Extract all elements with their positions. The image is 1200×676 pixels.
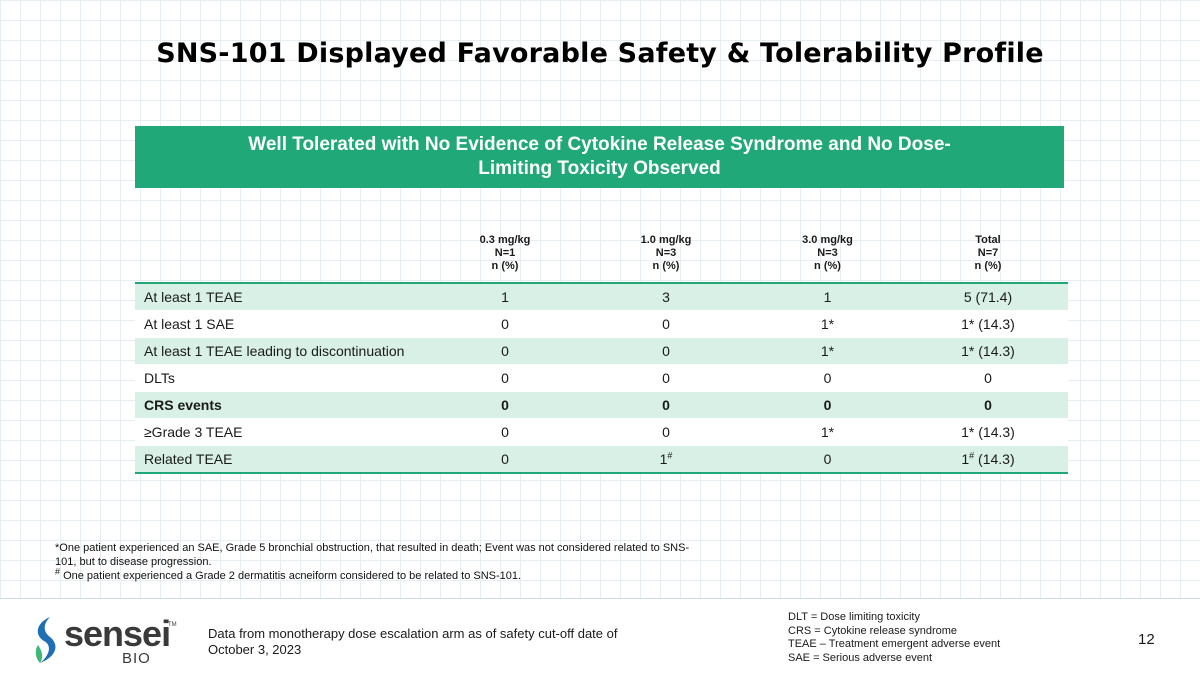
logo-wordmark: sensei xyxy=(64,613,171,654)
swoosh-logo-icon xyxy=(35,617,56,663)
table-cell: 1* xyxy=(747,418,908,446)
table-cell: 0 xyxy=(747,445,908,474)
table-cell: 1* (14.3) xyxy=(908,418,1068,446)
row-label: CRS events xyxy=(135,391,425,419)
header-unit: n (%) xyxy=(974,260,1002,272)
row-label: ≥Grade 3 TEAE xyxy=(135,418,425,446)
header-dose: 1.0 mg/kg xyxy=(640,234,692,246)
summary-banner: Well Tolerated with No Evidence of Cytok… xyxy=(135,126,1064,188)
abbreviations: DLT = Dose limiting toxicity CRS = Cytok… xyxy=(788,611,1000,665)
safety-table: 0.3 mg/kg N=1 n (%) 1.0 mg/kg N=3 n (%) … xyxy=(135,230,1068,474)
header-n: N=1 xyxy=(494,247,516,259)
table-cell: 1# xyxy=(585,445,747,474)
row-label: At least 1 SAE xyxy=(135,310,425,338)
table-row: Related TEAE 0 1# 0 1# (14.3) xyxy=(135,445,1068,474)
table-row: At least 1 TEAE leading to discontinuati… xyxy=(135,337,1068,365)
header-blank xyxy=(135,230,425,283)
table-row: At least 1 TEAE 1 3 1 5 (71.4) xyxy=(135,283,1068,311)
header-dose: Total xyxy=(975,234,1001,246)
header-col-3: 3.0 mg/kg N=3 n (%) xyxy=(747,230,908,283)
header-col-2: 1.0 mg/kg N=3 n (%) xyxy=(585,230,747,283)
table-cell: 5 (71.4) xyxy=(908,283,1068,311)
header-unit: n (%) xyxy=(652,260,680,272)
table-cell: 0 xyxy=(425,310,585,338)
data-source-note: Data from monotherapy dose escalation ar… xyxy=(208,626,618,657)
header-col-1: 0.3 mg/kg N=1 n (%) xyxy=(425,230,585,283)
logo-bio: BIO xyxy=(122,650,151,667)
table-cell: 0 xyxy=(585,310,747,338)
header-dose: 0.3 mg/kg xyxy=(479,234,531,246)
table-row: DLTs 0 0 0 0 xyxy=(135,364,1068,392)
table-cell: 1 xyxy=(425,283,585,311)
header-n: N=7 xyxy=(977,247,999,259)
header-unit: n (%) xyxy=(491,260,519,272)
table-cell: 0 xyxy=(585,364,747,392)
table-cell: 1* (14.3) xyxy=(908,310,1068,338)
footnote-mark: # xyxy=(55,566,61,577)
footnote-mark: # xyxy=(667,450,673,461)
table-row: ≥Grade 3 TEAE 0 0 1* 1* (14.3) xyxy=(135,418,1068,446)
sensei-bio-logo: sensei TM BIO xyxy=(30,613,180,669)
table-cell: 1# (14.3) xyxy=(908,445,1068,474)
footnotes: *One patient experienced an SAE, Grade 5… xyxy=(55,541,695,583)
table-row-highlight: CRS events 0 0 0 0 xyxy=(135,391,1068,419)
header-n: N=3 xyxy=(817,247,838,259)
table-cell: 0 xyxy=(747,364,908,392)
abbreviation-item: SAE = Serious adverse event xyxy=(788,651,932,664)
table-cell: 0 xyxy=(585,418,747,446)
row-label: DLTs xyxy=(135,364,425,392)
table-cell: 0 xyxy=(425,445,585,474)
row-label: At least 1 TEAE xyxy=(135,283,425,311)
table-cell: 1* (14.3) xyxy=(908,337,1068,365)
header-n: N=3 xyxy=(655,247,677,259)
table-cell: 0 xyxy=(747,391,908,419)
page-title: SNS-101 Displayed Favorable Safety & Tol… xyxy=(156,38,1044,69)
row-label: Related TEAE xyxy=(135,445,425,474)
table-cell: 0 xyxy=(585,391,747,419)
footnote-1: *One patient experienced an SAE, Grade 5… xyxy=(55,542,690,568)
table-cell: 0 xyxy=(425,337,585,365)
table-cell: 0 xyxy=(425,364,585,392)
table-cell: 0 xyxy=(908,391,1068,419)
row-label: At least 1 TEAE leading to discontinuati… xyxy=(135,337,425,365)
table-cell: 1* xyxy=(747,337,908,365)
abbreviation-item: TEAE – Treatment emergent adverse event xyxy=(788,638,1001,650)
header-col-4: Total N=7 n (%) xyxy=(908,230,1068,283)
safety-table-container: 0.3 mg/kg N=1 n (%) 1.0 mg/kg N=3 n (%) … xyxy=(135,230,1068,474)
footnote-mark: # xyxy=(969,450,975,461)
table-cell: 0 xyxy=(425,391,585,419)
abbreviation-item: CRS = Cytokine release syndrome xyxy=(788,624,958,637)
table-cell: 0 xyxy=(425,418,585,446)
table-row: At least 1 SAE 0 0 1* 1* (14.3) xyxy=(135,310,1068,338)
table-cell: 1* xyxy=(747,310,908,338)
table-cell: 3 xyxy=(585,283,747,311)
table-cell: 0 xyxy=(585,337,747,365)
table-cell: 1 xyxy=(747,283,908,311)
footnote-2: # One patient experienced a Grade 2 derm… xyxy=(55,566,522,582)
page-number: 12 xyxy=(1138,631,1155,648)
table-cell: 0 xyxy=(908,364,1068,392)
header-unit: n (%) xyxy=(814,260,841,272)
table-header-row: 0.3 mg/kg N=1 n (%) 1.0 mg/kg N=3 n (%) … xyxy=(135,230,1068,283)
logo-trademark: TM xyxy=(168,622,177,628)
footer: sensei TM BIO Data from monotherapy dose… xyxy=(0,598,1200,676)
header-dose: 3.0 mg/kg xyxy=(802,234,853,246)
abbreviation-item: DLT = Dose limiting toxicity xyxy=(788,611,920,623)
